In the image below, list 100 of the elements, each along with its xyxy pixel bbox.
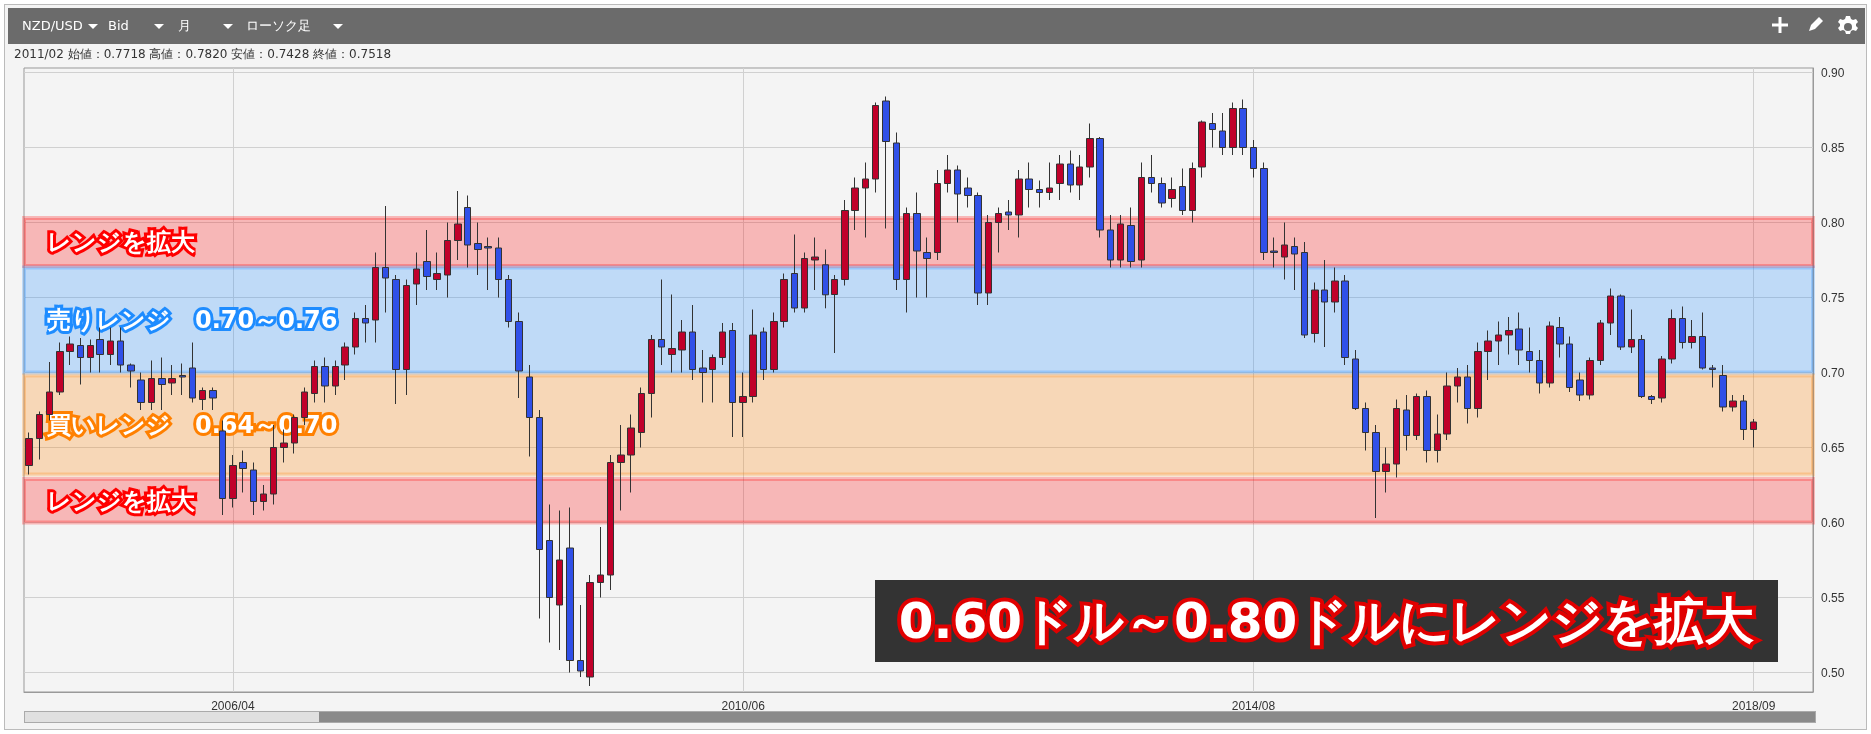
band-label: レンジを拡大 — [47, 228, 196, 256]
text: 2011/02 始値：0.7718 高値：0.7820 安値：0.7428 終値：0.7518 — [14, 46, 392, 63]
candlestick — [1729, 394, 1737, 412]
candlestick — [1117, 214, 1124, 268]
candlestick — [148, 360, 155, 411]
candlestick — [495, 237, 502, 298]
candlestick — [1198, 120, 1206, 178]
candlestick — [1536, 349, 1543, 394]
candlestick — [566, 507, 574, 673]
candlestick — [1546, 321, 1554, 388]
candlestick — [1699, 312, 1706, 370]
candlestick — [127, 363, 135, 388]
candlestick — [1474, 342, 1482, 418]
candlestick — [862, 162, 869, 238]
candlestick — [678, 319, 686, 373]
candlestick — [1056, 154, 1064, 201]
band-label: 売りレンジ 0.70～0.76 — [47, 306, 338, 334]
candlestick — [1709, 364, 1716, 388]
candlestick — [954, 165, 961, 223]
candlestick — [1719, 364, 1727, 412]
candlestick — [893, 132, 900, 291]
candlestick — [515, 312, 523, 399]
candlestick — [1403, 394, 1410, 451]
candlestick — [1566, 336, 1573, 393]
candlestick — [1311, 282, 1319, 343]
candlestick — [454, 190, 462, 261]
candlestick — [729, 322, 736, 438]
candlestick — [1382, 447, 1390, 493]
candlestick — [577, 604, 584, 678]
candlestick — [413, 252, 420, 306]
candlestick — [770, 312, 778, 373]
candlestick — [627, 414, 635, 493]
candlestick — [872, 102, 879, 193]
candlestick — [1750, 418, 1757, 448]
candlestick — [341, 342, 349, 381]
candlestick — [995, 207, 1002, 253]
candlestick — [536, 409, 543, 619]
candlestick — [1281, 222, 1288, 280]
candlestick — [974, 192, 982, 306]
candlestick — [648, 334, 655, 418]
x-tick-label: 2018/09 — [1731, 699, 1776, 713]
candlestick — [1025, 162, 1033, 208]
candlestick — [1127, 207, 1135, 268]
candlestick — [1270, 237, 1278, 268]
candlestick — [934, 169, 941, 261]
candlestick — [137, 372, 145, 411]
candlestick — [964, 177, 972, 208]
candlestick — [1658, 355, 1666, 403]
candlestick — [239, 450, 247, 493]
candlestick — [168, 364, 176, 396]
candlestick — [1067, 150, 1074, 193]
candlestick — [780, 273, 788, 328]
candlestick — [1239, 99, 1247, 156]
text: 月 — [178, 17, 191, 35]
candlestick — [1556, 316, 1564, 358]
candlestick — [739, 372, 747, 438]
candlestick — [1576, 372, 1584, 402]
candlestick — [1597, 319, 1604, 366]
candlestick — [158, 357, 166, 411]
candlestick — [1168, 177, 1176, 208]
candlestick — [1372, 424, 1380, 519]
y-tick-label: 0.90 — [1821, 65, 1845, 80]
candlestick — [1341, 274, 1349, 366]
candlestick — [382, 205, 389, 313]
candlestick — [332, 360, 339, 396]
candlestick — [1607, 288, 1614, 336]
candlestick — [841, 199, 849, 286]
candlestick — [923, 237, 931, 298]
candlestick — [444, 222, 451, 298]
text: NZD/USD — [22, 17, 83, 35]
candlestick — [1086, 123, 1094, 178]
candlestick — [505, 274, 512, 328]
candlestick — [464, 195, 471, 268]
candlestick — [352, 312, 359, 355]
candlestick — [851, 177, 859, 231]
candlestick — [1423, 390, 1431, 463]
candlestick — [1688, 319, 1696, 349]
candlestick — [882, 96, 890, 229]
candlestick — [179, 363, 186, 396]
candlestick — [66, 336, 74, 366]
x-tick-label: 2014/08 — [1231, 699, 1276, 713]
candlestick — [1229, 102, 1237, 156]
candlestick — [1005, 199, 1012, 231]
candlestick — [77, 337, 84, 385]
candlestick — [362, 304, 369, 343]
candlestick — [484, 237, 492, 291]
y-tick-label: 0.85 — [1821, 140, 1845, 155]
candlestick — [1648, 394, 1655, 405]
y-tick-label: 0.50 — [1821, 665, 1845, 680]
candlestick — [1434, 414, 1441, 463]
candlestick — [1301, 241, 1308, 339]
candlestick — [1638, 334, 1645, 399]
candlestick — [1331, 267, 1339, 313]
candlestick — [791, 234, 798, 313]
candlestick — [1158, 177, 1166, 208]
candlestick — [1046, 162, 1053, 201]
candlestick — [699, 349, 707, 403]
candlestick — [1148, 154, 1155, 193]
candlestick — [1352, 349, 1359, 411]
candlestick — [1260, 162, 1268, 261]
